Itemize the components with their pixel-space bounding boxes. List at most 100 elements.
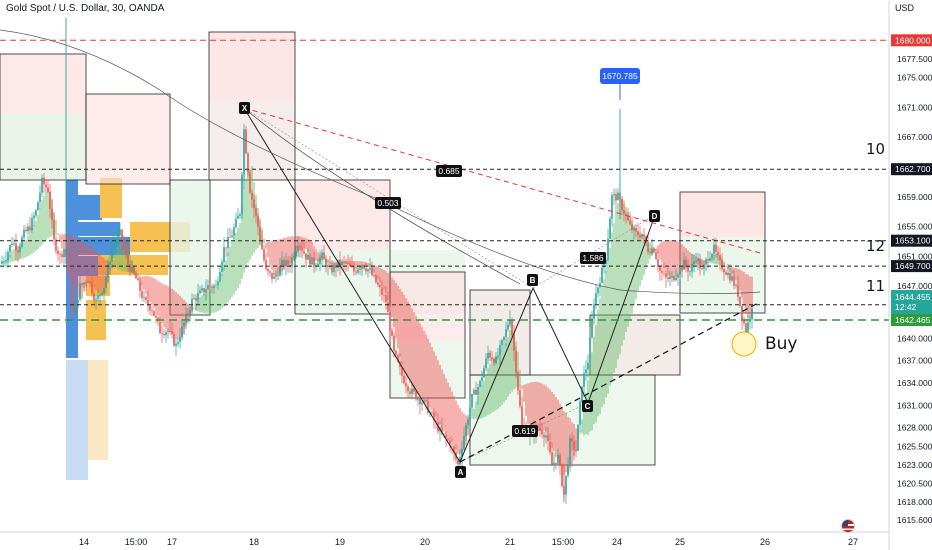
candle-body: [551, 452, 553, 465]
candle-body: [267, 268, 269, 272]
candle-body: [99, 294, 101, 296]
candle-body: [59, 254, 61, 255]
candle-body: [737, 284, 739, 297]
candle-body: [583, 373, 585, 387]
candle-body: [153, 310, 155, 316]
candle-body: [305, 253, 307, 260]
price-tick-4: 1659.000: [897, 192, 932, 202]
level-tag-3: [891, 260, 932, 273]
candle-body: [57, 250, 59, 254]
candle-body: [639, 235, 641, 238]
candle-body: [257, 215, 259, 227]
candle-body: [231, 235, 233, 238]
candle-body: [545, 435, 547, 438]
candle-body: [377, 282, 379, 285]
candle-body: [33, 215, 35, 219]
candle-body: [53, 219, 55, 240]
candle-body: [369, 268, 371, 270]
time-tick-7: 15:00: [552, 537, 575, 547]
candle-body: [273, 276, 275, 279]
volume-profile: [66, 178, 190, 480]
candle-body: [255, 208, 257, 216]
candle-body: [435, 420, 437, 422]
candle-body: [459, 456, 461, 465]
candle-body: [137, 278, 139, 281]
candle-body: [465, 424, 467, 437]
candle-body: [109, 261, 111, 264]
candle-body: [159, 321, 161, 334]
candle-body: [723, 269, 725, 273]
candle-body: [183, 322, 185, 327]
candle-body: [165, 332, 167, 336]
candle-body: [221, 261, 223, 272]
candle-body: [113, 245, 115, 249]
candle-body: [75, 303, 77, 315]
candle-body: [1, 261, 3, 264]
time-axis: 14 15:00 17 18 19 20 21 15:00 24 25 26 27: [0, 531, 889, 547]
candle-body: [659, 266, 661, 272]
level-number-10: 10: [866, 140, 885, 158]
candle-body: [629, 220, 631, 225]
candle-body: [9, 245, 11, 253]
candle-body: [251, 192, 253, 200]
candle-body: [709, 258, 711, 261]
candle-body: [511, 319, 513, 335]
ratio-xd: 0.685: [438, 166, 460, 176]
candle-body: [55, 239, 57, 251]
candle-body: [73, 301, 75, 315]
candle-body: [493, 359, 495, 363]
candle-body: [271, 272, 273, 279]
candle-body: [509, 319, 511, 325]
candle-body: [567, 464, 569, 476]
candle-body: [695, 260, 697, 262]
candle-body: [725, 272, 727, 275]
high-callout-value: 1670.785: [602, 71, 638, 81]
price-tick-2: 1671.000: [897, 102, 932, 112]
candle-body: [365, 268, 367, 272]
candle-body: [713, 244, 715, 254]
candle-body: [105, 277, 107, 288]
time-tick-10: 26: [760, 537, 770, 547]
candle-body: [371, 268, 373, 275]
candle-body: [715, 244, 717, 252]
candle-body: [185, 313, 187, 323]
candle-body: [209, 285, 211, 287]
candle-body: [647, 243, 649, 252]
candle-body: [281, 259, 283, 266]
candle-body: [297, 245, 299, 251]
candle-body: [129, 264, 131, 272]
candle-body: [491, 357, 493, 360]
price-tick-0: 1677.500: [897, 54, 932, 64]
price-tick-14: 1623.000: [897, 460, 932, 470]
candle-body: [495, 356, 497, 363]
candle-body: [461, 448, 463, 457]
candle-body: [669, 276, 671, 279]
candle-body: [653, 248, 655, 253]
level-label-1: 1662.700: [895, 164, 931, 174]
candle-body: [401, 366, 403, 376]
candle-body: [549, 441, 551, 453]
candle-body: [145, 297, 147, 300]
candle-body: [405, 382, 407, 387]
candle-body: [247, 153, 249, 173]
candle-body: [677, 274, 679, 278]
candle-body: [361, 265, 363, 269]
candle-body: [661, 271, 663, 273]
point-d: D: [652, 212, 658, 221]
candle-body: [355, 271, 357, 273]
candle-body: [391, 330, 393, 336]
candle-body: [167, 330, 169, 333]
time-tick-4: 19: [335, 537, 345, 547]
candle-body: [649, 251, 651, 254]
candle-body: [119, 229, 121, 236]
candle-body: [325, 258, 327, 268]
candle-body: [407, 386, 409, 392]
candle-body: [615, 194, 617, 201]
candle-body: [223, 247, 225, 262]
candle-body: [507, 324, 509, 330]
candle-body: [483, 368, 485, 378]
candle-body: [413, 388, 415, 392]
candle-body: [579, 401, 581, 425]
candle-body: [39, 192, 41, 203]
